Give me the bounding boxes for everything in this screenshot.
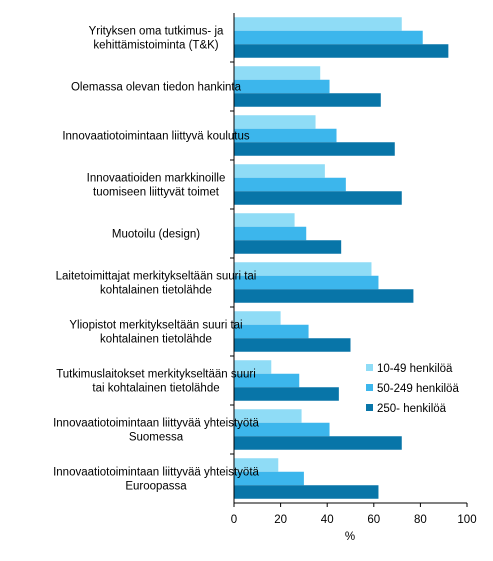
bar — [234, 275, 379, 290]
bar — [234, 324, 309, 339]
bar — [234, 66, 321, 80]
x-tick-labels: 0 20 40 60 80 100 — [231, 514, 477, 526]
bar — [234, 458, 279, 472]
bar — [234, 373, 300, 388]
bar — [234, 387, 339, 401]
category-label: Olemassa olevan tiedon hankinta — [71, 82, 242, 94]
bar — [234, 338, 351, 352]
bar — [234, 44, 449, 58]
x-tick-label: 100 — [457, 514, 476, 526]
category-label: Innovaatiotoimintaan liittyvä koulutus — [62, 131, 250, 143]
legend-swatch — [366, 384, 373, 391]
category-label: Tutkimuslaitokset merkitykseltään suuri t… — [56, 369, 256, 395]
bar — [234, 213, 295, 227]
bar — [234, 30, 423, 45]
legend-label: 250- henkilöä — [377, 403, 447, 415]
legend-label: 10-49 henkilöä — [377, 363, 453, 375]
bar — [234, 262, 372, 276]
x-tick-label: 40 — [321, 514, 334, 526]
bar — [234, 436, 402, 450]
category-label: Innovaatiotoimintaan liittyvää yhteistyö… — [53, 467, 259, 493]
x-tick-label: 20 — [274, 514, 287, 526]
category-label: Laitetoimittajat merkitykseltään suuri t… — [56, 271, 257, 297]
bars — [234, 17, 449, 499]
legend-label: 50-249 henkilöä — [377, 383, 459, 395]
bar — [234, 422, 330, 437]
bar — [234, 191, 402, 205]
bar — [234, 311, 281, 325]
category-label: Innovaatioiden markkinoille tuomiseen lii… — [87, 173, 226, 199]
bar — [234, 17, 402, 31]
bar — [234, 485, 379, 499]
bar — [234, 409, 302, 423]
bar — [234, 79, 330, 94]
category-label: Yrityksen oma tutkimus- ja kehittämistoim… — [89, 26, 224, 52]
x-tick-label: 0 — [231, 514, 237, 526]
x-axis-unit-label: % — [345, 531, 355, 543]
bar — [234, 128, 337, 143]
category-label: Yliopistot merkitykseltään suuri tai koht… — [69, 320, 242, 346]
category-labels: Yrityksen oma tutkimus- ja kehittämistoim… — [53, 26, 259, 493]
bar — [234, 164, 325, 178]
legend-swatch — [366, 364, 373, 371]
x-tick-label: 80 — [414, 514, 427, 526]
bar — [234, 471, 304, 486]
legend: 10-49 henkilöä 50-249 henkilöä 250- henkil… — [366, 363, 459, 415]
bar — [234, 142, 395, 156]
x-tick-label: 60 — [367, 514, 380, 526]
bar — [234, 240, 342, 254]
axes — [230, 13, 468, 507]
bar — [234, 289, 414, 303]
category-label: Muotoilu (design) — [112, 229, 200, 241]
bar — [234, 93, 381, 107]
bar — [234, 360, 272, 374]
category-label: Innovaatiotoimintaan liittyvää yhteistyö… — [53, 418, 259, 444]
legend-swatch — [366, 404, 373, 411]
bar — [234, 226, 307, 241]
bar — [234, 177, 346, 192]
bar — [234, 115, 316, 129]
